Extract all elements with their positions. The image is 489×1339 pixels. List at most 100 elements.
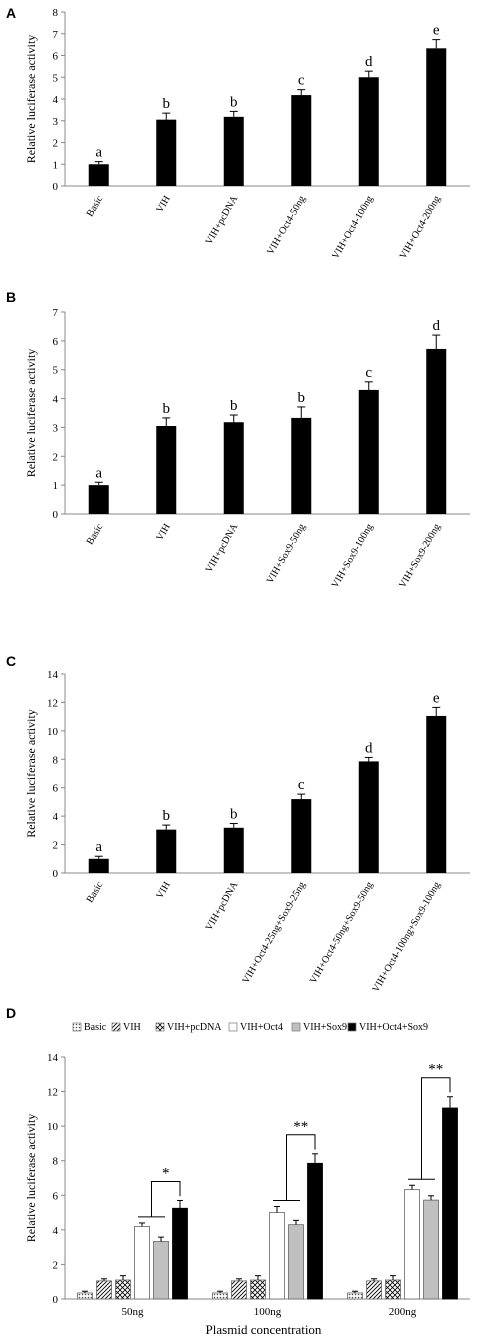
category-label: VIH+Oct4-25ng+Sox9-25ng — [240, 880, 307, 986]
legend-swatch — [155, 1022, 165, 1032]
bar — [212, 1292, 228, 1300]
legend-label: VIH+pcDNA — [167, 1022, 222, 1033]
significance-letter: c — [298, 777, 305, 793]
bar — [96, 1280, 112, 1300]
y-tick-label: 6 — [53, 336, 59, 348]
panel-letter: C — [6, 653, 16, 669]
category-label: VIH — [154, 880, 172, 901]
y-tick-label: 14 — [47, 1052, 59, 1064]
y-tick-label: 3 — [53, 116, 59, 128]
y-tick-label: 1 — [53, 480, 59, 492]
category-label: VIH+pcDNA — [204, 879, 241, 932]
significance-bracket — [151, 1180, 181, 1217]
bar — [156, 119, 177, 186]
y-tick-label: 8 — [53, 7, 59, 19]
y-tick-label: 6 — [53, 1190, 59, 1202]
y-tick-label: 0 — [53, 181, 59, 193]
bar — [88, 485, 109, 514]
category-label: VIH — [154, 522, 172, 543]
bar — [153, 1241, 169, 1300]
legend-swatch — [291, 1022, 301, 1032]
bar — [223, 827, 244, 873]
significance-letter: a — [95, 145, 102, 161]
category-label: Basic — [85, 194, 106, 219]
significance-letter: c — [365, 365, 372, 381]
bar — [385, 1279, 401, 1300]
significance-marker: ** — [428, 1062, 443, 1078]
legend-swatch — [228, 1022, 238, 1032]
bar — [307, 1162, 323, 1300]
y-tick-label: 4 — [53, 94, 59, 106]
y-tick-label: 0 — [53, 509, 59, 521]
significance-bracket — [421, 1077, 451, 1180]
significance-letter: d — [433, 318, 441, 334]
legend-label: VIH+Sox9 — [303, 1022, 347, 1033]
panel-c: 0 2 4 6 8 10 12 14 Relative luciferase activity C… — [6, 653, 470, 994]
y-tick-label: 1 — [53, 159, 59, 171]
x-axis-label: Plasmid concentration — [206, 1322, 322, 1337]
y-tick-label: 5 — [53, 365, 59, 377]
category-label: VIH — [154, 194, 172, 215]
significance-letter: a — [95, 839, 102, 855]
category-label: VIH+Sox9-100ng — [330, 522, 376, 590]
category-label: VIH+Oct4-50ng — [265, 194, 308, 257]
significance-letter: e — [433, 23, 440, 39]
bar — [442, 1107, 458, 1300]
significance-letter: b — [230, 807, 238, 823]
y-tick-label: 2 — [53, 840, 59, 852]
y-tick-label: 2 — [53, 451, 59, 463]
y-tick-label: 0 — [53, 868, 59, 880]
bar — [358, 77, 379, 186]
y-tick-label: 8 — [53, 754, 59, 766]
panel-letter: A — [6, 5, 16, 21]
category-label: Basic — [85, 522, 106, 547]
panel-letter: D — [6, 1005, 16, 1021]
bar — [134, 1226, 150, 1300]
category-label: 100ng — [254, 1306, 282, 1318]
bar — [269, 1212, 285, 1300]
category-label: Basic — [85, 880, 106, 905]
y-tick-label: 5 — [53, 72, 59, 84]
bar — [77, 1292, 93, 1300]
significance-letter: b — [163, 96, 171, 112]
y-axis-label: Relative luciferase activity — [24, 35, 38, 164]
bar — [404, 1189, 420, 1300]
y-tick-label: 7 — [53, 29, 59, 41]
y-tick-label: 4 — [53, 394, 59, 406]
bar — [291, 417, 312, 514]
y-tick-label: 14 — [47, 669, 59, 681]
category-label: VIH+Oct4-50ng+Sox9-50ng — [308, 880, 375, 986]
bar — [291, 799, 312, 873]
significance-letter: b — [230, 398, 238, 414]
bar — [88, 164, 109, 186]
legend-swatch — [111, 1022, 121, 1032]
bar — [115, 1279, 131, 1300]
bar — [366, 1280, 382, 1300]
panel-b: 0 1 2 3 4 5 6 7 Relative luciferase activity Ba Ba… — [6, 289, 470, 590]
bar — [156, 425, 177, 514]
y-tick-label: 10 — [47, 1121, 59, 1133]
significance-letter: b — [163, 808, 171, 824]
y-tick-label: 4 — [53, 1225, 59, 1237]
panel-letter: B — [6, 289, 16, 305]
y-tick-label: 8 — [53, 1156, 59, 1168]
legend-label: VIH — [123, 1022, 141, 1033]
bar — [358, 761, 379, 873]
significance-letter: e — [433, 690, 440, 706]
category-label: VIH+Oct4-100ng — [330, 194, 375, 261]
category-label: VIH+Oct4-200ng — [398, 194, 443, 261]
legend-label: Basic — [84, 1022, 107, 1033]
bar — [347, 1292, 363, 1300]
bar — [358, 389, 379, 514]
category-label: 50ng — [122, 1306, 145, 1318]
y-tick-label: 2 — [53, 1259, 59, 1271]
y-axis-label: Relative luciferase activity — [24, 349, 38, 478]
bar — [288, 1224, 304, 1300]
y-tick-label: 6 — [53, 51, 59, 63]
bar — [88, 858, 109, 873]
y-tick-label: 7 — [53, 307, 59, 319]
significance-marker: ** — [293, 1119, 308, 1135]
bar — [250, 1279, 266, 1300]
category-label: VIH+Oct4-100ng+Sox9-100ng — [370, 880, 442, 994]
category-label: VIH+pcDNA — [204, 521, 241, 574]
